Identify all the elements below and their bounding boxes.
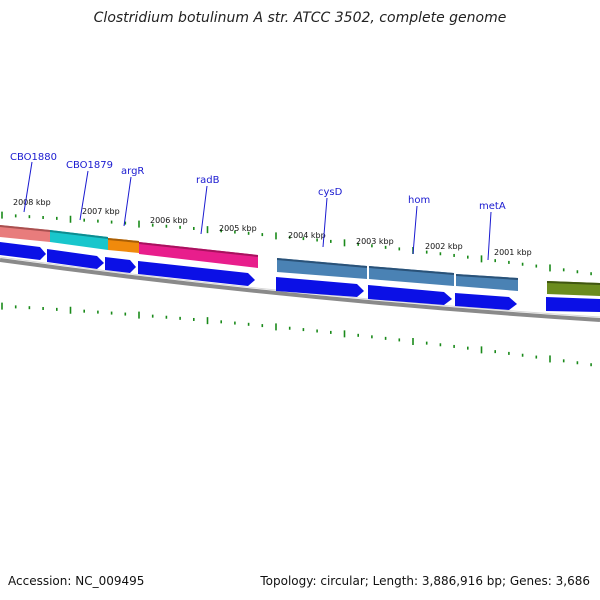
gene-label-cbo1879[interactable]: CBO1879 [66,160,113,171]
genome-title: Clostridium botulinum A str. ATCC 3502, … [93,10,507,26]
gene-leader [79,170,89,221]
scale-label: 2003 kbp [356,237,394,246]
gene-leader [123,176,132,227]
genome-summary-text: Topology: circular; Length: 3,886,916 bp… [260,574,590,588]
feature-hom[interactable] [369,266,454,286]
genome-backbone [0,258,600,322]
scale-label: 2008 kbp [13,198,51,207]
feature-radb[interactable] [139,242,258,268]
outer-scale-ticks [1,211,592,276]
gene-label-cysd[interactable]: cysD [318,187,343,198]
scale-label: 2006 kbp [150,216,188,225]
cds-arrow[interactable] [0,242,46,260]
feature-hom-shade [369,266,454,275]
gene-label-meta[interactable]: metA [479,201,506,212]
gene-leader [322,197,328,248]
gene-leader [200,185,208,235]
feature-argr-shade [108,238,139,243]
feature-next[interactable] [547,281,600,296]
gene-label-radb[interactable]: radB [196,175,220,186]
inner-scale-ticks [1,302,592,367]
gene-label-hom[interactable]: hom [408,195,430,206]
scale-label: 2007 kbp [82,207,120,216]
scale-label: 2001 kbp [494,248,532,257]
feature-cbo1879[interactable] [50,230,108,250]
cds-arrow[interactable] [368,285,452,305]
scale-label: 2004 kbp [288,231,326,240]
feature-cbo1879-shade [50,230,108,239]
scale-label: 2002 kbp [425,242,463,251]
scale-label: 2005 kbp [219,224,257,233]
cds-arrow[interactable] [105,257,136,273]
gene-leader [23,161,33,213]
cds-arrow[interactable] [276,277,364,297]
cds-arrow[interactable] [47,249,104,269]
cds-arrow[interactable] [455,293,517,310]
feature-meta-shade [456,274,518,280]
cds-arrow[interactable] [546,297,600,312]
gene-leader [412,205,418,255]
feature-cysd-shade [277,258,367,268]
feature-cysd[interactable] [277,258,367,279]
gene-label-argr[interactable]: argR [121,166,144,177]
gene-leader [487,211,492,261]
feature-cbo1880-shade [0,225,50,232]
feature-radb-shade [139,242,258,257]
cds-arrow[interactable] [138,261,255,286]
accession-text: Accession: NC_009495 [8,574,145,588]
gene-label-cbo1880[interactable]: CBO1880 [10,152,57,163]
feature-next-shade [547,281,600,285]
